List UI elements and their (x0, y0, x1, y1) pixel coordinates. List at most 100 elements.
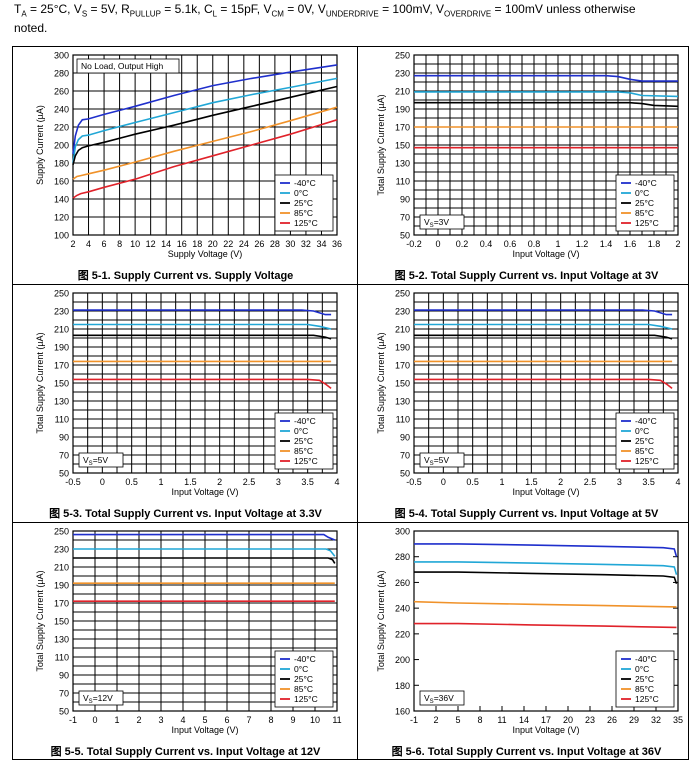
plot-frame (413, 292, 679, 474)
y-tick-label: 110 (55, 415, 69, 425)
conditions-header: TA = 25°C, VS = 5V, RPULLUP = 5.1k, CL =… (14, 2, 690, 36)
x-tick-label: 2 (675, 239, 680, 249)
y-tick-label: 90 (400, 433, 410, 443)
y-tick-label: 70 (400, 213, 410, 223)
legend-label: 85°C (294, 446, 313, 456)
series-line-m40 (73, 309, 332, 316)
y-tick-label: 190 (395, 343, 410, 353)
x-axis-label: Input Voltage (V) (512, 725, 579, 735)
annotation: VS=5V (419, 452, 465, 468)
x-tick-label: 26 (254, 239, 264, 249)
plot-frame (72, 54, 338, 236)
y-tick-label: 90 (59, 671, 69, 681)
y-tick-label: 180 (395, 681, 410, 691)
legend-label: 0°C (294, 188, 308, 198)
annotation-text: VS=12V (83, 693, 113, 705)
x-tick-label: 20 (563, 715, 573, 725)
x-tick-label: 26 (607, 715, 617, 725)
legend-label: 85°C (294, 684, 313, 694)
legend-label: 125°C (294, 218, 318, 228)
grid-divider-row-1 (13, 284, 688, 285)
y-tick-label: 50 (59, 707, 69, 717)
x-tick-label: 36 (332, 239, 342, 249)
y-tick-label: 230 (395, 307, 410, 317)
chart-5-2: 50 70 90 110 130 150 170 190 210 230 250 -0.2 0 0.2 0.… (376, 51, 681, 260)
legend-label: 85°C (294, 208, 313, 218)
legend-label: 125°C (635, 456, 659, 466)
y-tick-label: 50 (400, 469, 410, 479)
chart-title: 图 5-2. Total Supply Current vs. Input Vo… (394, 270, 659, 282)
x-tick-label: 2.5 (243, 477, 256, 487)
y-axis-label: Total Supply Current (µA) (35, 570, 45, 671)
x-tick-label: 24 (239, 239, 249, 249)
chart-cell-3: 50 70 90 110 130 150 170 190 210 230 250 -0.5 0 0.5 1 1… (17, 285, 354, 522)
y-axis-label: Total Supply Current (µA) (376, 94, 386, 195)
legend-label: 0°C (635, 426, 649, 436)
x-tick-label: 29 (629, 715, 639, 725)
x-tick-label: 1.5 (184, 477, 197, 487)
x-tick-label: 4 (180, 715, 185, 725)
annotation-text: VS=3V (424, 217, 449, 229)
y-tick-label: 70 (59, 689, 69, 699)
y-tick-label: 170 (54, 599, 69, 609)
series-line-25 (73, 334, 332, 340)
y-tick-label: 130 (395, 397, 410, 407)
chart-5-3: 50 70 90 110 130 150 170 190 210 230 250 -0.5 0 0.5 1 1… (35, 289, 340, 498)
chart-title: 图 5-6. Total Supply Current vs. Input Vo… (391, 746, 662, 758)
x-tick-label: 32 (651, 715, 661, 725)
x-tick-label: 23 (585, 715, 595, 725)
y-tick-label: 170 (395, 361, 410, 371)
y-tick-label: 280 (395, 552, 410, 562)
x-axis-label: Input Voltage (V) (512, 487, 579, 497)
annotation-box (419, 214, 465, 230)
y-tick-label: 190 (54, 343, 69, 353)
y-tick-label: 280 (54, 69, 69, 79)
x-tick-label: 4 (334, 477, 339, 487)
y-tick-label: 210 (395, 325, 410, 335)
x-tick-label: 1.4 (600, 239, 613, 249)
series-line-0 (73, 323, 332, 330)
legend-label: 0°C (294, 664, 308, 674)
annotation: VS=3V (419, 214, 465, 230)
legend-label: 0°C (635, 664, 649, 674)
x-tick-label: 3 (617, 477, 622, 487)
chart-title: 图 5-1. Supply Current vs. Supply Voltage (77, 270, 294, 282)
chart-title: 图 5-5. Total Supply Current vs. Input Vo… (50, 746, 321, 758)
legend-label: -40°C (294, 178, 316, 188)
y-tick-label: 210 (54, 563, 69, 573)
series-line-m40 (73, 533, 336, 541)
x-tick-label: 1.5 (525, 477, 538, 487)
y-tick-label: 140 (54, 195, 69, 205)
conditions-line-1: TA = 25°C, VS = 5V, RPULLUP = 5.1k, CL =… (14, 2, 636, 19)
y-tick-label: 300 (395, 527, 410, 537)
annotation: VS=12V (78, 690, 124, 706)
x-tick-label: 3 (158, 715, 163, 725)
legend-label: -40°C (635, 654, 657, 664)
y-tick-label: 150 (54, 379, 69, 389)
x-tick-label: 3.5 (301, 477, 314, 487)
chart-5-5: 50 70 90 110 130 150 170 190 210 230 250 -1 0 1 2 3 4 5 6 7… (35, 527, 342, 736)
x-tick-label: 1.2 (576, 239, 589, 249)
legend-label: 0°C (635, 188, 649, 198)
x-tick-label: 14 (519, 715, 529, 725)
y-tick-label: 130 (54, 397, 69, 407)
x-tick-label: 32 (301, 239, 311, 249)
annotation-box (419, 690, 465, 706)
y-tick-label: 220 (395, 629, 410, 639)
x-tick-label: 11 (497, 715, 506, 725)
conditions-line-2: noted. (14, 21, 48, 36)
annotation-box (76, 58, 180, 74)
y-tick-label: 190 (54, 581, 69, 591)
x-axis-label: Input Voltage (V) (171, 725, 238, 735)
y-tick-label: 260 (395, 578, 410, 588)
chart-5-4: 50 70 90 110 130 150 170 190 210 230 250 -0.5 0 0.5 1 1… (376, 289, 681, 498)
x-tick-label: 3 (276, 477, 281, 487)
x-tick-label: 10 (130, 239, 140, 249)
x-tick-label: 2 (136, 715, 141, 725)
series-line-m40 (414, 74, 678, 82)
y-tick-label: 150 (54, 617, 69, 627)
x-tick-label: 1.6 (624, 239, 637, 249)
series-line-25 (414, 571, 678, 584)
